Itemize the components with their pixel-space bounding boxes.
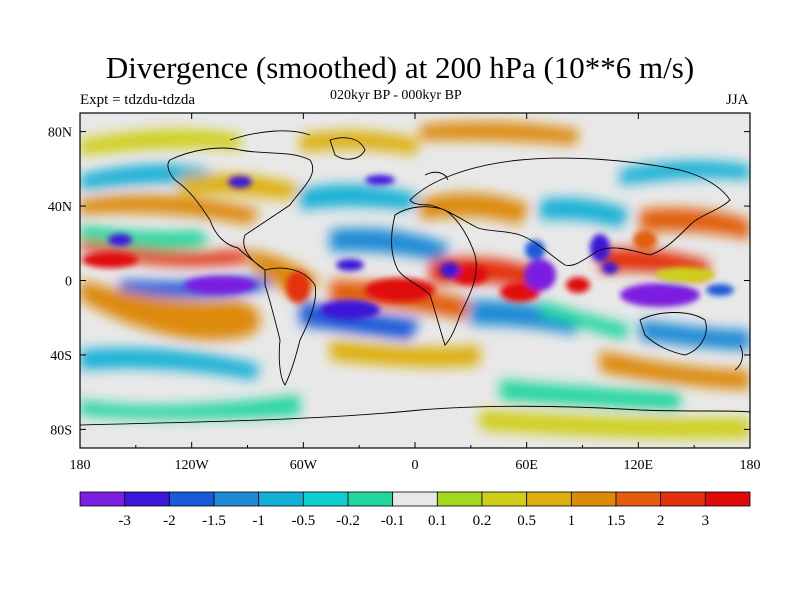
colorbar-swatch <box>124 491 170 507</box>
colorbar-label: 0.2 <box>473 513 492 529</box>
field-anomaly-cores <box>82 175 734 320</box>
colorbar-swatch <box>392 491 438 507</box>
colorbar-swatch <box>436 491 483 507</box>
colorbar-swatch <box>570 491 617 507</box>
x-axis: 180 120W 60W 0 60E 120E 180 <box>70 113 761 473</box>
x-tick-label: 120E <box>624 458 654 473</box>
coastlines <box>80 130 750 426</box>
y-tick-label: 80S <box>50 423 72 438</box>
colorbar-swatch <box>615 491 662 507</box>
colorbar-swatch <box>347 491 394 507</box>
experiment-label: Expt = tdzdu-tdzda <box>80 92 196 108</box>
y-tick-label: 40S <box>50 349 72 364</box>
x-tick-label: 60E <box>515 458 538 473</box>
colorbar-label: 0.5 <box>517 513 536 529</box>
x-tick-label: 120W <box>175 458 210 473</box>
colorbar-label: -3 <box>118 513 131 529</box>
y-tick-label: 0 <box>65 275 72 290</box>
colorbar-swatch <box>168 491 215 507</box>
colorbar-label: 2 <box>657 513 665 529</box>
colorbar-swatch <box>660 491 706 507</box>
colorbar-swatch <box>302 491 349 507</box>
colorbar-label: -1 <box>252 513 265 529</box>
chart-subtitle: 020kyr BP - 000kyr BP <box>330 88 462 103</box>
chart-title: Divergence (smoothed) at 200 hPa (10**6 … <box>105 50 695 85</box>
colorbar-label: 3 <box>702 513 710 529</box>
season-label: JJA <box>726 92 749 108</box>
y-tick-label: 80N <box>48 126 72 141</box>
colorbar: -3 -2 -1.5 -1 -0.5 -0.2 -0.1 0.1 0.2 0.5 1 1.5 2 3 <box>79 491 751 529</box>
colorbar-label: 1 <box>568 513 576 529</box>
colorbar-label: -0.2 <box>336 513 360 529</box>
colorbar-swatch <box>526 491 572 507</box>
colorbar-label: -0.1 <box>381 513 405 529</box>
colorbar-label: -2 <box>163 513 176 529</box>
x-tick-label: 0 <box>412 458 419 473</box>
colorbar-label: 0.1 <box>428 513 447 529</box>
colorbar-swatch <box>258 491 304 507</box>
colorbar-label: 1.5 <box>607 513 626 529</box>
colorbar-label: -0.5 <box>291 513 315 529</box>
colorbar-swatch <box>79 491 126 507</box>
x-tick-label: 180 <box>70 458 91 473</box>
colorbar-label: -1.5 <box>202 513 226 529</box>
x-tick-label: 60W <box>290 458 318 473</box>
colorbar-swatch <box>704 491 751 507</box>
colorbar-swatch <box>481 491 528 507</box>
y-axis: 80N 40N 0 40S 80S <box>48 126 750 438</box>
y-tick-label: 40N <box>48 200 72 215</box>
colorbar-swatch <box>213 491 260 507</box>
x-tick-label: 180 <box>740 458 761 473</box>
